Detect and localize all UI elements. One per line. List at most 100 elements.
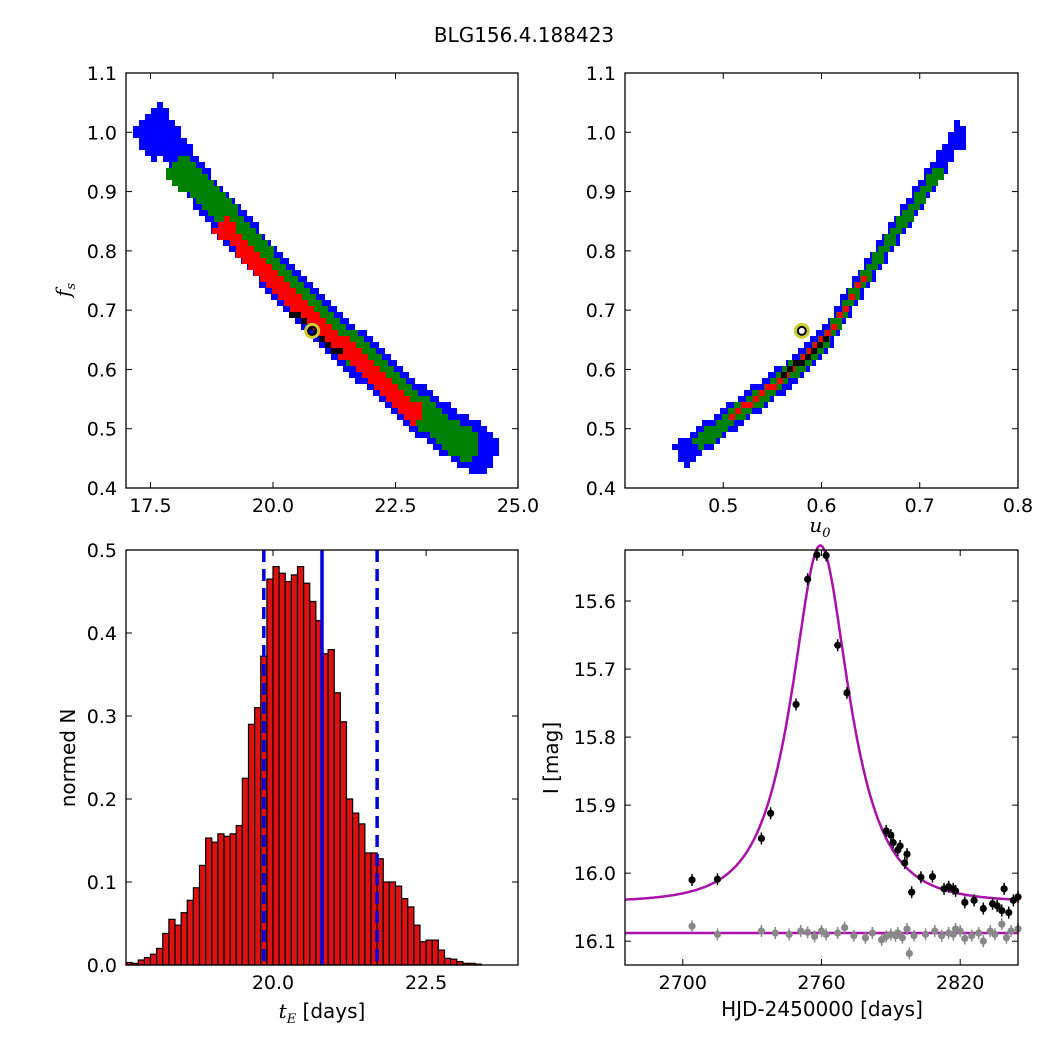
fs_vs_tE-cell-3-sigma [487, 462, 493, 468]
tE_histogram-bar [394, 885, 403, 966]
fs_vs_u0-cell-3-sigma [738, 396, 744, 402]
fs_vs_u0-cell-3-sigma [678, 438, 684, 444]
fs_vs_u0-cell-2-sigma [788, 360, 794, 366]
fs_vs_tE-cell-3-sigma [223, 240, 229, 246]
fs_vs_tE-cell-2-sigma [466, 432, 472, 438]
fs_vs_tE-cell-3-sigma [469, 462, 475, 468]
fs_vs_tE-cell-2-sigma [208, 192, 214, 198]
fs_vs_u0-cell-1-sigma [825, 330, 831, 336]
fs_vs_tE-cell-3-sigma [163, 156, 169, 162]
light_curve-point-gray [956, 927, 964, 935]
fs_vs_tE-cell-3-sigma [139, 138, 145, 144]
fs_vs_tE-cell-3-sigma [487, 438, 493, 444]
fs_vs_tE-cell-1-sigma [356, 366, 362, 372]
fs_vs_u0-cell-best [799, 360, 805, 366]
fs_vs_u0-cell-1-sigma [849, 294, 855, 300]
fs_vs_tE-cell-2-sigma [388, 372, 394, 378]
fs_vs_tE-cell-3-sigma [307, 282, 313, 288]
fs_vs_u0-cell-2-sigma [872, 264, 878, 270]
fs_vs_tE-cell-2-sigma [430, 426, 436, 432]
fs_vs_tE-cell-2-sigma [172, 162, 178, 168]
fs_vs_tE-cell-3-sigma [151, 156, 157, 162]
fs_vs_tE-cell-2-sigma [436, 426, 442, 432]
light_curve-xtick-label: 2700 [659, 972, 707, 994]
fs_vs_tE-cell-3-sigma [457, 462, 463, 468]
fs_vs_u0-cell-3-sigma [936, 150, 942, 156]
fs_vs_tE-cell-1-sigma [362, 360, 368, 366]
fs_vs_tE-cell-3-sigma [157, 108, 163, 114]
fs_vs_tE-cell-1-sigma [284, 294, 290, 300]
fs_vs_tE-cell-2-sigma [352, 330, 358, 336]
fs_vs_tE-cell-3-sigma [325, 348, 331, 354]
fs_vs_tE-cell-3-sigma [391, 360, 397, 366]
fs_vs_tE-cell-3-sigma [385, 402, 391, 408]
light_curve-ytick-label: 15.7 [574, 659, 616, 681]
tE_histogram-bar [425, 939, 433, 966]
fs_vs_tE-cell-3-sigma [283, 258, 289, 264]
fs_vs_u0-cell-2-sigma [902, 210, 908, 216]
tE_histogram-bar [143, 956, 152, 966]
fs_vs_tE-cell-2-sigma [334, 318, 340, 324]
fs_vs_tE-cell-3-sigma [151, 114, 157, 120]
fs_vs_tE-ytick-label: 0.9 [87, 182, 117, 204]
fs_vs_tE-cell-1-sigma [308, 306, 314, 312]
tE_histogram-ytick-label: 0.1 [87, 872, 117, 894]
fs_vs_tE-cell-2-sigma [232, 210, 238, 216]
fs_vs_u0-cell-3-sigma [858, 288, 864, 294]
fs_vs_u0-ytick-label: 0.5 [586, 419, 616, 441]
fs_vs_tE-cell-1-sigma [410, 414, 416, 420]
fs_vs_tE-cell-3-sigma [493, 438, 499, 444]
fs_vs_u0-cell-3-sigma [786, 384, 792, 390]
fs_vs_tE-cell-2-sigma [196, 174, 202, 180]
fs_vs_u0-cell-2-sigma [830, 330, 836, 336]
fs_vs_u0-cell-2-sigma [770, 378, 776, 384]
fs_vs_u0-cell-2-sigma [896, 222, 902, 228]
light_curve-point-black [889, 838, 897, 847]
fs_vs_tE-cell-1-sigma [242, 240, 248, 246]
fs_vs_tE-cell-3-sigma [247, 216, 253, 222]
light_curve-point-black [901, 859, 909, 867]
fs_vs_tE-cell-2-sigma [466, 438, 472, 444]
fs_vs_tE-cell-3-sigma [361, 330, 367, 336]
fs_vs_tE-cell-2-sigma [460, 438, 466, 444]
fs_vs_tE-cell-2-sigma [448, 420, 454, 426]
fs_vs_u0-ytick-label: 1.0 [586, 122, 616, 144]
fs_vs_tE-cell-3-sigma [277, 252, 283, 258]
fs_vs_tE-cell-3-sigma [151, 144, 157, 150]
fs_vs_tE-cell-2-sigma [466, 456, 472, 462]
fs_vs_tE-cell-2-sigma [370, 354, 376, 360]
fs_vs_tE-cell-3-sigma [397, 366, 403, 372]
fs_vs_u0-cell-2-sigma [842, 300, 848, 306]
fs_vs_tE-cell-2-sigma [190, 180, 196, 186]
fs_vs_tE-cell-1-sigma [362, 354, 368, 360]
fs_vs_u0-cell-2-sigma [794, 372, 800, 378]
fs_vs_tE-cell-1-sigma [344, 354, 350, 360]
fs_vs_tE-cell-3-sigma [451, 456, 457, 462]
fs_vs_tE-cell-3-sigma [493, 444, 499, 450]
fs_vs_tE-cell-1-sigma [230, 240, 236, 246]
fs_vs_tE-cell-3-sigma [373, 390, 379, 396]
light_curve-point-black [896, 842, 904, 850]
fs_vs_tE-cell-2-sigma [220, 198, 226, 204]
fs_vs_tE-cell-2-sigma [202, 198, 208, 204]
fs_vs_tE-cell-3-sigma [151, 120, 157, 126]
fs_vs_tE-cell-3-sigma [229, 246, 235, 252]
fs_vs_tE-cell-2-sigma [394, 378, 400, 384]
fs_vs_tE-cell-3-sigma [133, 126, 139, 132]
fs_vs_tE-cell-2-sigma [262, 252, 268, 258]
fs_vs_tE-cell-1-sigma [410, 402, 416, 408]
fs_vs_tE-cell-2-sigma [250, 234, 256, 240]
light_curve-frame [624, 549, 1019, 966]
fs_vs_tE-cell-1-sigma [230, 234, 236, 240]
fs_vs_u0-cell-3-sigma [960, 126, 966, 132]
fs_vs_tE-cell-2-sigma [442, 438, 448, 444]
fs_vs_u0-cell-2-sigma [710, 438, 716, 444]
fs_vs_tE-cell-2-sigma [430, 402, 436, 408]
fs_vs_tE-cell-2-sigma [202, 186, 208, 192]
fs_vs_tE-cell-3-sigma [307, 330, 313, 336]
fs_vs_u0-cell-best [793, 360, 799, 366]
fs_vs_tE-cell-2-sigma [418, 420, 424, 426]
light_curve-point-gray [757, 927, 765, 935]
light_curve-point-black [813, 551, 821, 559]
fs_vs_u0-cell-2-sigma [734, 414, 740, 420]
